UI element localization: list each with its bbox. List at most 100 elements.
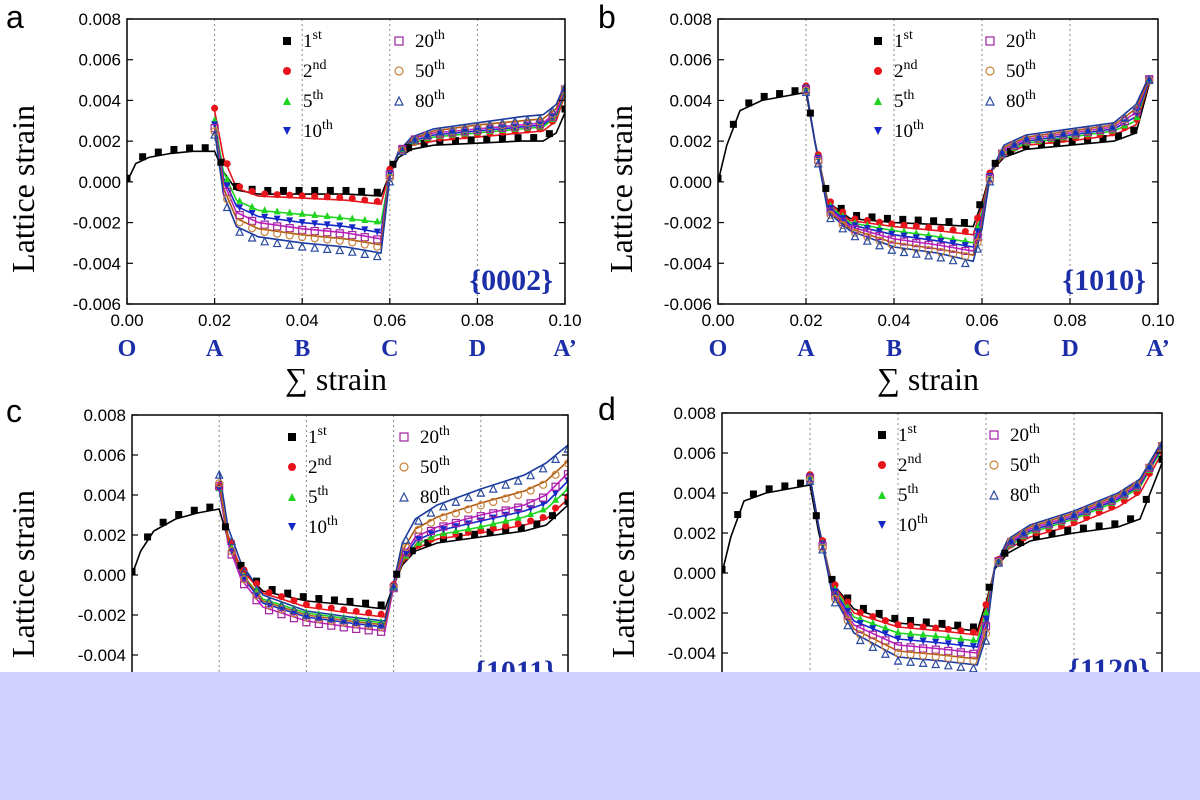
- data-marker-50th: [335, 236, 344, 245]
- data-marker-5th: [944, 633, 952, 641]
- data-marker-10th: [974, 228, 982, 236]
- data-marker-80th: [830, 597, 840, 607]
- data-marker-20th: [919, 644, 928, 653]
- legend-label: 50th: [420, 454, 450, 478]
- data-marker-80th: [526, 470, 536, 480]
- data-marker-1st: [969, 623, 977, 631]
- data-marker-10th: [427, 530, 435, 538]
- data-marker-10th: [261, 213, 269, 221]
- axes-frame: [717, 18, 1159, 305]
- data-marker-2nd: [863, 217, 871, 225]
- data-marker-5th: [919, 630, 927, 638]
- data-marker-1st: [201, 144, 209, 152]
- legend-label: 10th: [894, 118, 924, 142]
- data-marker-5th: [477, 522, 485, 530]
- point-letter: C: [381, 336, 398, 362]
- data-marker-5th: [502, 516, 510, 524]
- data-marker-50th: [560, 84, 565, 93]
- data-marker-80th: [985, 176, 995, 186]
- legend-marker-10: [283, 127, 291, 135]
- data-marker-80th: [535, 113, 545, 123]
- axes-frame: [721, 412, 1163, 694]
- data-marker-1st: [1130, 126, 1138, 134]
- data-marker-2nd: [323, 193, 331, 201]
- legend-marker-1: [878, 431, 886, 439]
- data-marker-1st: [486, 528, 494, 536]
- data-marker-80th: [563, 443, 568, 453]
- data-marker-2nd: [336, 193, 344, 201]
- data-marker-5th: [949, 234, 957, 242]
- y-axis-title: Lattice strain: [605, 490, 641, 658]
- data-marker-50th: [489, 497, 498, 507]
- data-marker-2nd: [377, 610, 385, 618]
- legend-marker-50: [989, 460, 999, 470]
- axes-frame: [131, 414, 569, 696]
- data-marker-10th: [982, 615, 990, 623]
- legend-marker-50: [394, 66, 404, 76]
- data-marker-5th: [311, 210, 319, 218]
- data-marker-80th: [805, 475, 815, 485]
- data-marker-80th: [289, 605, 299, 615]
- data-marker-80th: [476, 487, 486, 497]
- data-marker-10th: [932, 638, 940, 646]
- data-marker-80th: [1083, 125, 1093, 135]
- data-marker-20th: [501, 506, 510, 515]
- data-marker-20th: [551, 482, 560, 491]
- point-letter: B: [294, 336, 310, 362]
- y-tick-label: 0.006: [669, 51, 712, 70]
- data-marker-50th: [310, 234, 319, 243]
- data-marker-50th: [285, 231, 294, 240]
- data-marker-2nd: [253, 580, 261, 588]
- legend-label: 80th: [420, 484, 450, 508]
- legend-label: 1st: [303, 28, 322, 52]
- data-marker-80th: [560, 82, 565, 92]
- data-marker-50th: [1157, 441, 1162, 450]
- data-marker-2nd: [932, 624, 940, 632]
- data-marker-50th: [248, 224, 257, 233]
- data-marker-80th: [1069, 509, 1079, 519]
- legend-marker-2: [878, 461, 886, 469]
- series-line-5th: [213, 92, 565, 224]
- data-marker-80th: [994, 557, 1004, 567]
- data-marker-50th: [526, 486, 535, 495]
- data-marker-80th: [1082, 504, 1092, 514]
- panel-letter: a: [6, 0, 24, 35]
- legend-label: 5th: [308, 484, 328, 508]
- data-marker-1st: [822, 184, 830, 192]
- legend-marker-1: [288, 433, 296, 441]
- data-marker-2nd: [502, 522, 510, 530]
- y-tick-label: 0.000: [673, 564, 716, 583]
- data-marker-50th: [373, 242, 382, 251]
- plot-area: [127, 82, 565, 261]
- data-marker-10th: [552, 490, 560, 498]
- y-tick-label: 0.008: [78, 10, 121, 29]
- data-marker-1st: [346, 597, 354, 605]
- data-marker-5th: [489, 519, 497, 527]
- data-marker-5th: [869, 619, 877, 627]
- axes-frame: [126, 18, 566, 305]
- data-marker-80th: [818, 544, 828, 554]
- y-tick-label: 0.004: [83, 486, 126, 505]
- data-marker-20th: [498, 123, 507, 132]
- panel-b: -0.006 -0.004 -0.002 0.000 0.002 0.004 0.006 0.…: [598, 0, 1175, 397]
- data-marker-80th: [1031, 521, 1041, 531]
- data-marker-1st: [206, 503, 214, 511]
- data-marker-1st: [907, 617, 915, 625]
- x-tick-label: 0.02: [198, 311, 231, 330]
- data-marker-80th: [943, 660, 953, 670]
- data-marker-2nd: [302, 601, 310, 609]
- legend-marker-20: [399, 432, 409, 442]
- data-marker-2nd: [552, 504, 560, 512]
- data-marker-80th: [862, 235, 872, 245]
- data-marker-80th: [239, 566, 249, 576]
- data-marker-20th: [451, 518, 460, 528]
- y-tick-label: -0.004: [668, 644, 716, 663]
- data-marker-1st: [781, 482, 789, 490]
- data-marker-1st: [1017, 539, 1025, 547]
- data-marker-1st: [279, 186, 287, 194]
- legend-label: 2nd: [308, 454, 332, 478]
- data-marker-1st: [1068, 137, 1076, 145]
- data-marker-2nd: [286, 191, 294, 199]
- data-marker-5th: [261, 206, 269, 214]
- x-tick-label: 0.04: [877, 311, 910, 330]
